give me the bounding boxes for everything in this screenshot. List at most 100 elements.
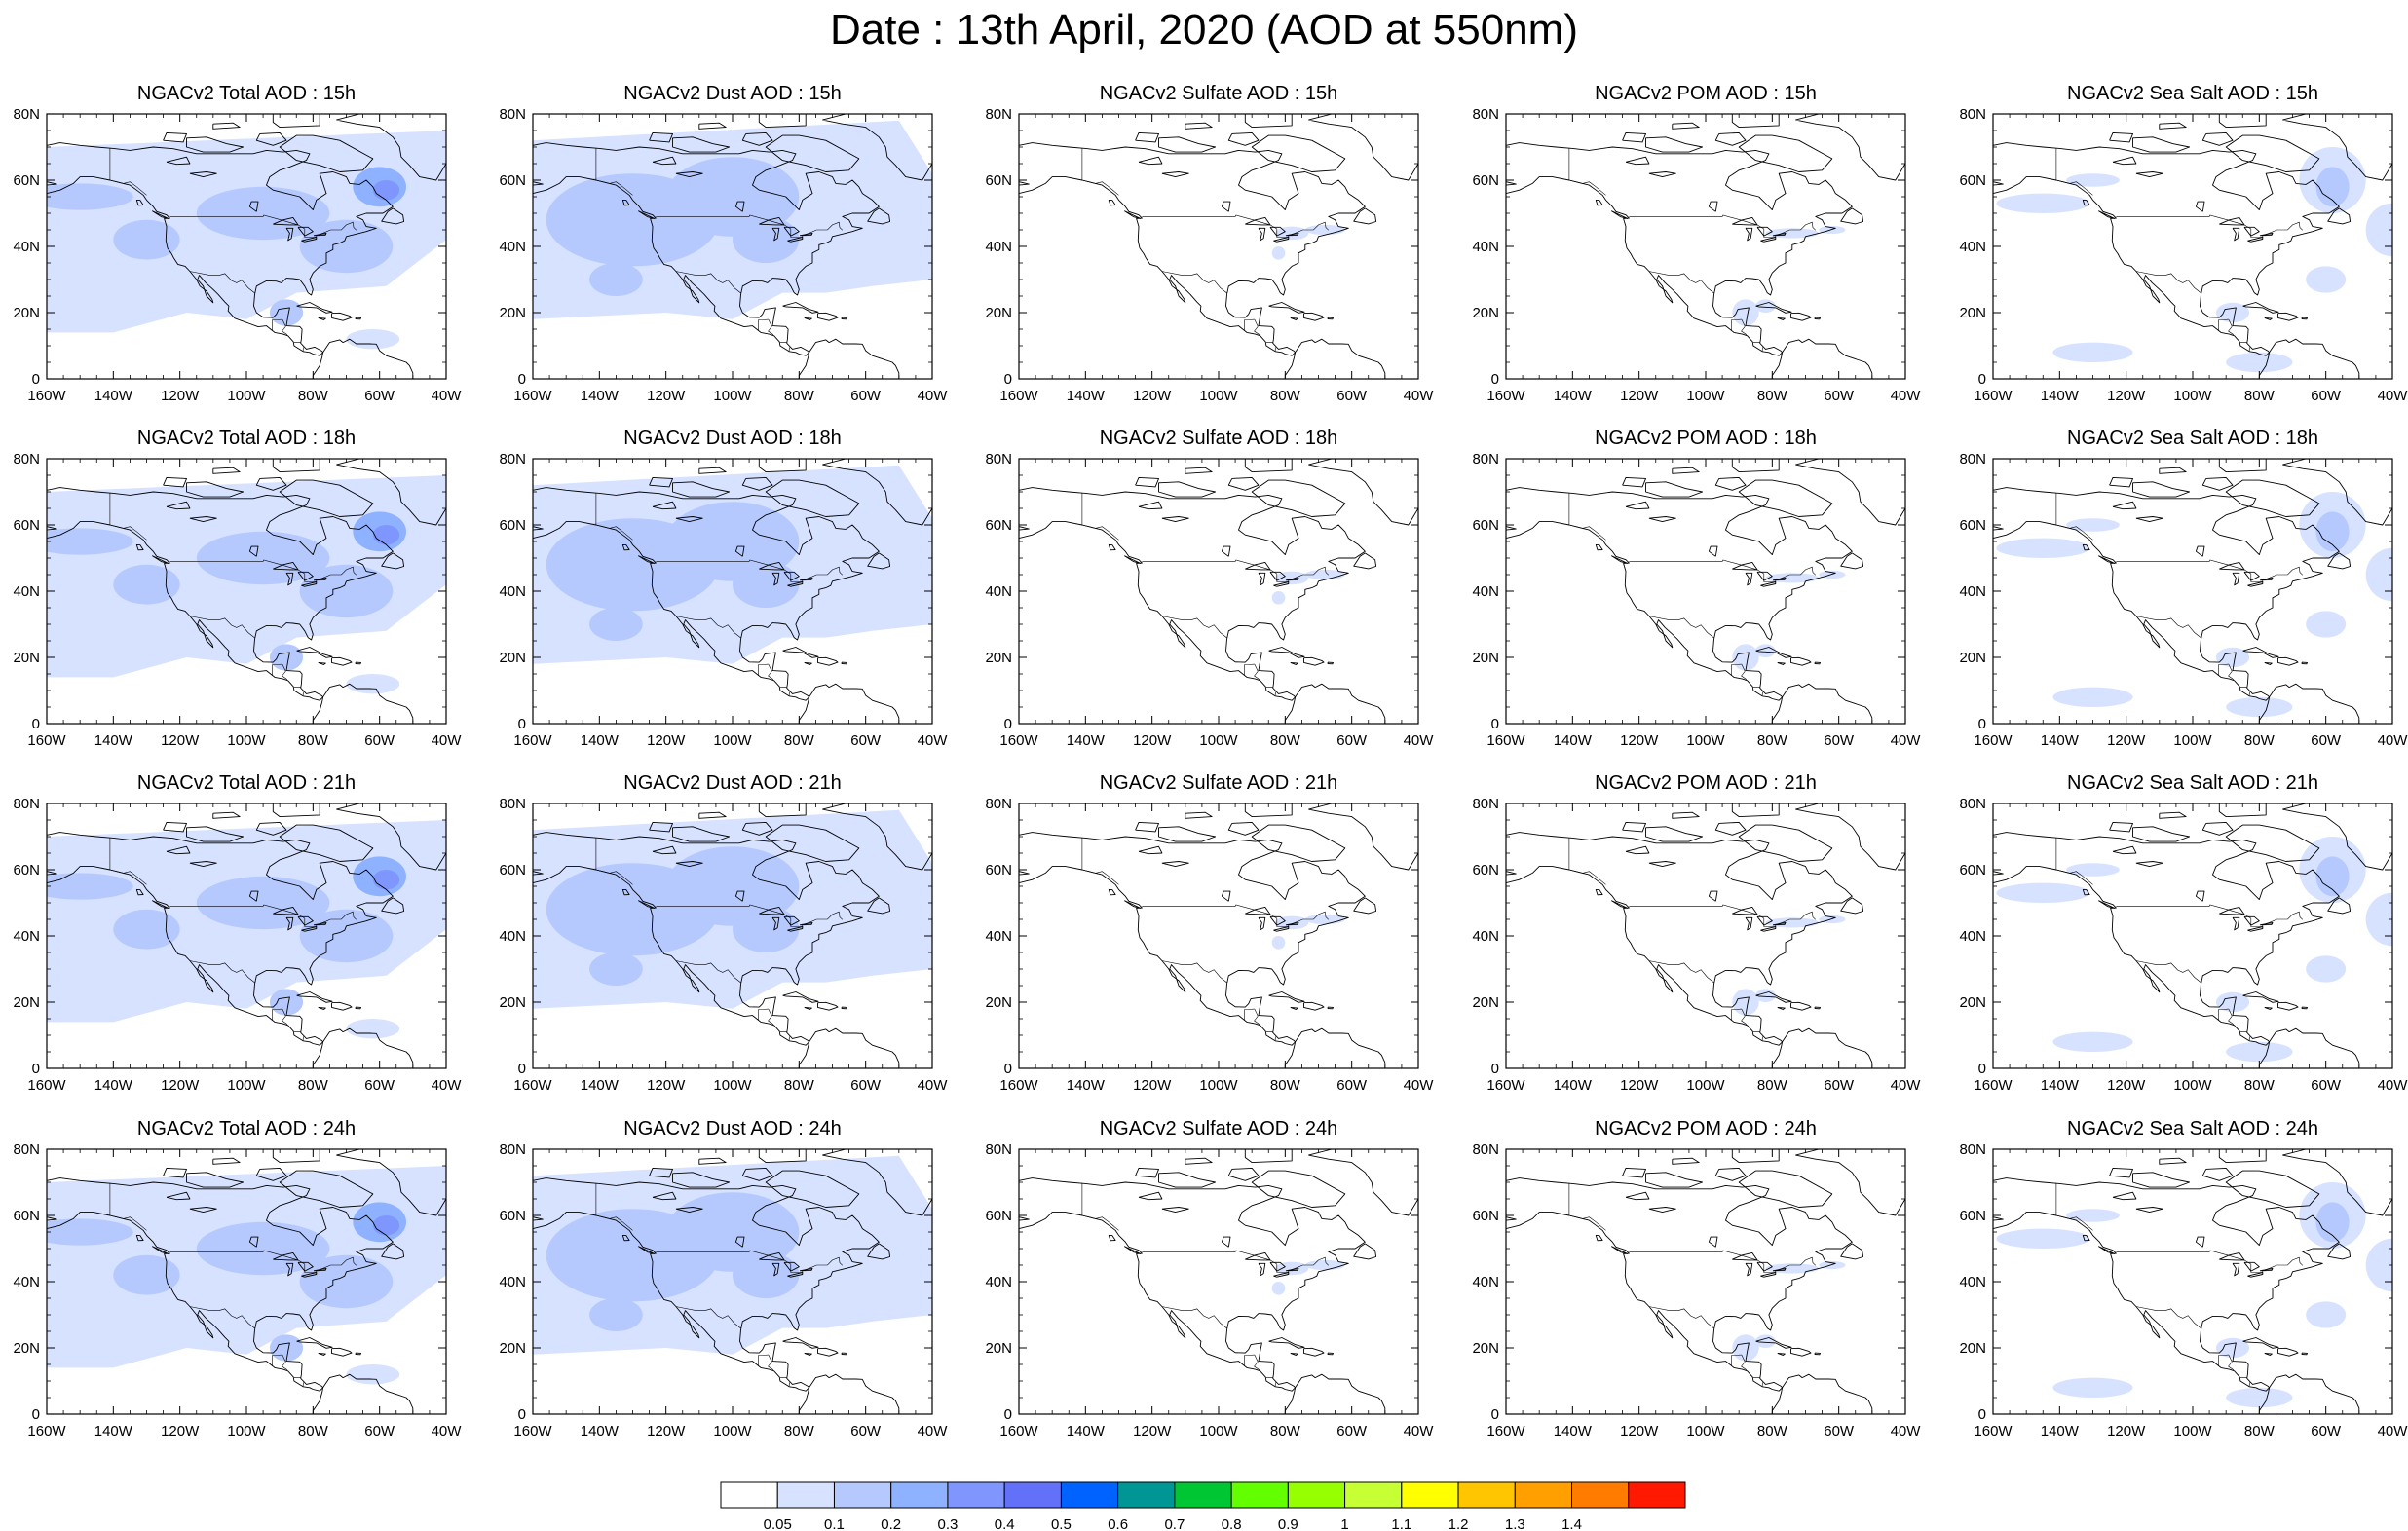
lake-outline (166, 1191, 191, 1201)
island-outline (804, 1006, 812, 1010)
lake-outline (2243, 571, 2260, 581)
x-tick-label: 40W (1404, 1077, 1435, 1094)
island-outline (1290, 317, 1298, 320)
island-outline (296, 991, 333, 1003)
y-tick-label: 80N (1959, 451, 1986, 467)
island-outline (279, 134, 374, 172)
island-outline (1611, 1246, 1629, 1254)
panel-title: NGACv2 POM AOD : 24h (1595, 1118, 1817, 1139)
lake-outline (1258, 916, 1266, 931)
y-tick-label: 20N (1959, 650, 1986, 666)
x-tick-label: 40W (918, 1423, 949, 1439)
aod-blob (1755, 299, 1776, 313)
x-tick-label: 60W (2311, 1423, 2342, 1439)
x-tick-label: 140W (581, 732, 620, 749)
island-outline (765, 824, 860, 862)
y-tick-label: 60N (1472, 517, 1499, 534)
aod-blob (1732, 1334, 1759, 1362)
map-panel: NGACv2 POM AOD : 21h 160W 140W 120W 100W 80W 6… (1467, 771, 1925, 1094)
lake-outline (2135, 861, 2163, 868)
island-outline (698, 1157, 727, 1165)
island-outline (318, 1006, 326, 1010)
aod-blob (589, 1298, 643, 1331)
coastline-greenland (2282, 114, 2392, 181)
island-outline (2201, 476, 2234, 491)
coastline-greenland (1795, 459, 1905, 526)
lake-outline (1625, 501, 1650, 510)
island-outline (2277, 312, 2299, 321)
island-outline (186, 826, 245, 842)
island-outline (621, 543, 630, 551)
lake-outline (189, 1207, 217, 1214)
island-outline (1135, 1167, 1159, 1178)
country-border (1244, 318, 1255, 331)
island-outline (1595, 199, 1603, 206)
y-tick-label: 0 (32, 371, 40, 388)
x-tick-label: 140W (2041, 388, 2080, 404)
island-outline (867, 897, 891, 915)
y-tick-label: 40N (1959, 928, 1986, 945)
island-outline (1227, 1167, 1260, 1181)
island-outline (2277, 1347, 2299, 1357)
lake-outline (1625, 845, 1650, 855)
lake-outline (189, 861, 217, 868)
lake-outline (2232, 227, 2240, 242)
country-border (2135, 271, 2201, 294)
x-tick-label: 40W (1404, 732, 1435, 749)
lake-outline (2232, 916, 2240, 931)
lake-outline (248, 545, 259, 557)
country-border (272, 1008, 282, 1021)
y-tick-label: 20N (1959, 305, 1986, 321)
island-outline (1714, 131, 1747, 146)
y-tick-label: 60N (499, 517, 526, 534)
aod-blob (2226, 1387, 2293, 1408)
island-outline (741, 821, 773, 836)
aod-blob (2066, 863, 2120, 877)
coastline (1019, 1177, 1366, 1392)
x-tick-label: 60W (2311, 732, 2342, 749)
y-tick-label: 60N (1472, 862, 1499, 878)
page-title: Date : 13th April, 2020 (AOD at 550nm) (830, 6, 1578, 54)
x-tick-label: 80W (2244, 732, 2276, 749)
lake-outline (1245, 216, 1271, 226)
country-border (272, 1354, 282, 1366)
y-tick-label: 40N (13, 928, 40, 945)
lake-outline (1273, 237, 1290, 243)
lake-outline (1625, 156, 1650, 166)
island-outline (1755, 1337, 1792, 1349)
x-tick-label: 120W (2107, 732, 2146, 749)
country-border (1629, 214, 1817, 238)
x-tick-label: 120W (2107, 1423, 2146, 1439)
panel-title: NGACv2 Sulfate AOD : 21h (1099, 772, 1338, 794)
y-tick-label: 80N (1959, 1141, 1986, 1158)
map-panel: NGACv2 Dust AOD : 21h 160W 140W 120W 100W 80W… (494, 771, 952, 1094)
island-outline (1353, 897, 1377, 915)
aod-blob (1732, 989, 1759, 1016)
x-tick-label: 100W (1686, 732, 1725, 749)
y-tick-label: 40N (499, 1274, 526, 1290)
island-outline (1158, 481, 1217, 498)
island-outline (1353, 552, 1377, 570)
island-outline (1303, 1001, 1325, 1011)
island-outline (381, 1243, 405, 1260)
map-panel: NGACv2 Total AOD : 15h 160W 140W 120W 100W 80… (8, 82, 466, 404)
aod-blob (2052, 1377, 2133, 1398)
y-tick-label: 20N (1472, 1340, 1499, 1357)
y-tick-label: 0 (1491, 716, 1499, 732)
aod-blob (1271, 246, 1286, 260)
island-outline (867, 552, 891, 570)
lake-outline (297, 1261, 314, 1272)
y-tick-label: 80N (13, 106, 40, 123)
island-outline (2242, 647, 2279, 658)
aod-blob (2306, 955, 2347, 983)
panel-title: NGACv2 Total AOD : 21h (136, 772, 357, 794)
y-tick-label: 20N (985, 994, 1012, 1011)
x-tick-label: 40W (918, 388, 949, 404)
x-tick-label: 140W (1554, 1077, 1593, 1094)
aod-blob (733, 906, 800, 952)
map-svg: 160W 140W 120W 100W 80W 60W 40W 80N 60N 40N 20N 0 (1472, 106, 1921, 404)
island-outline (1108, 543, 1116, 551)
aod-blob (2315, 856, 2350, 897)
x-tick-label: 60W (364, 1423, 395, 1439)
island-outline (1731, 803, 1780, 818)
